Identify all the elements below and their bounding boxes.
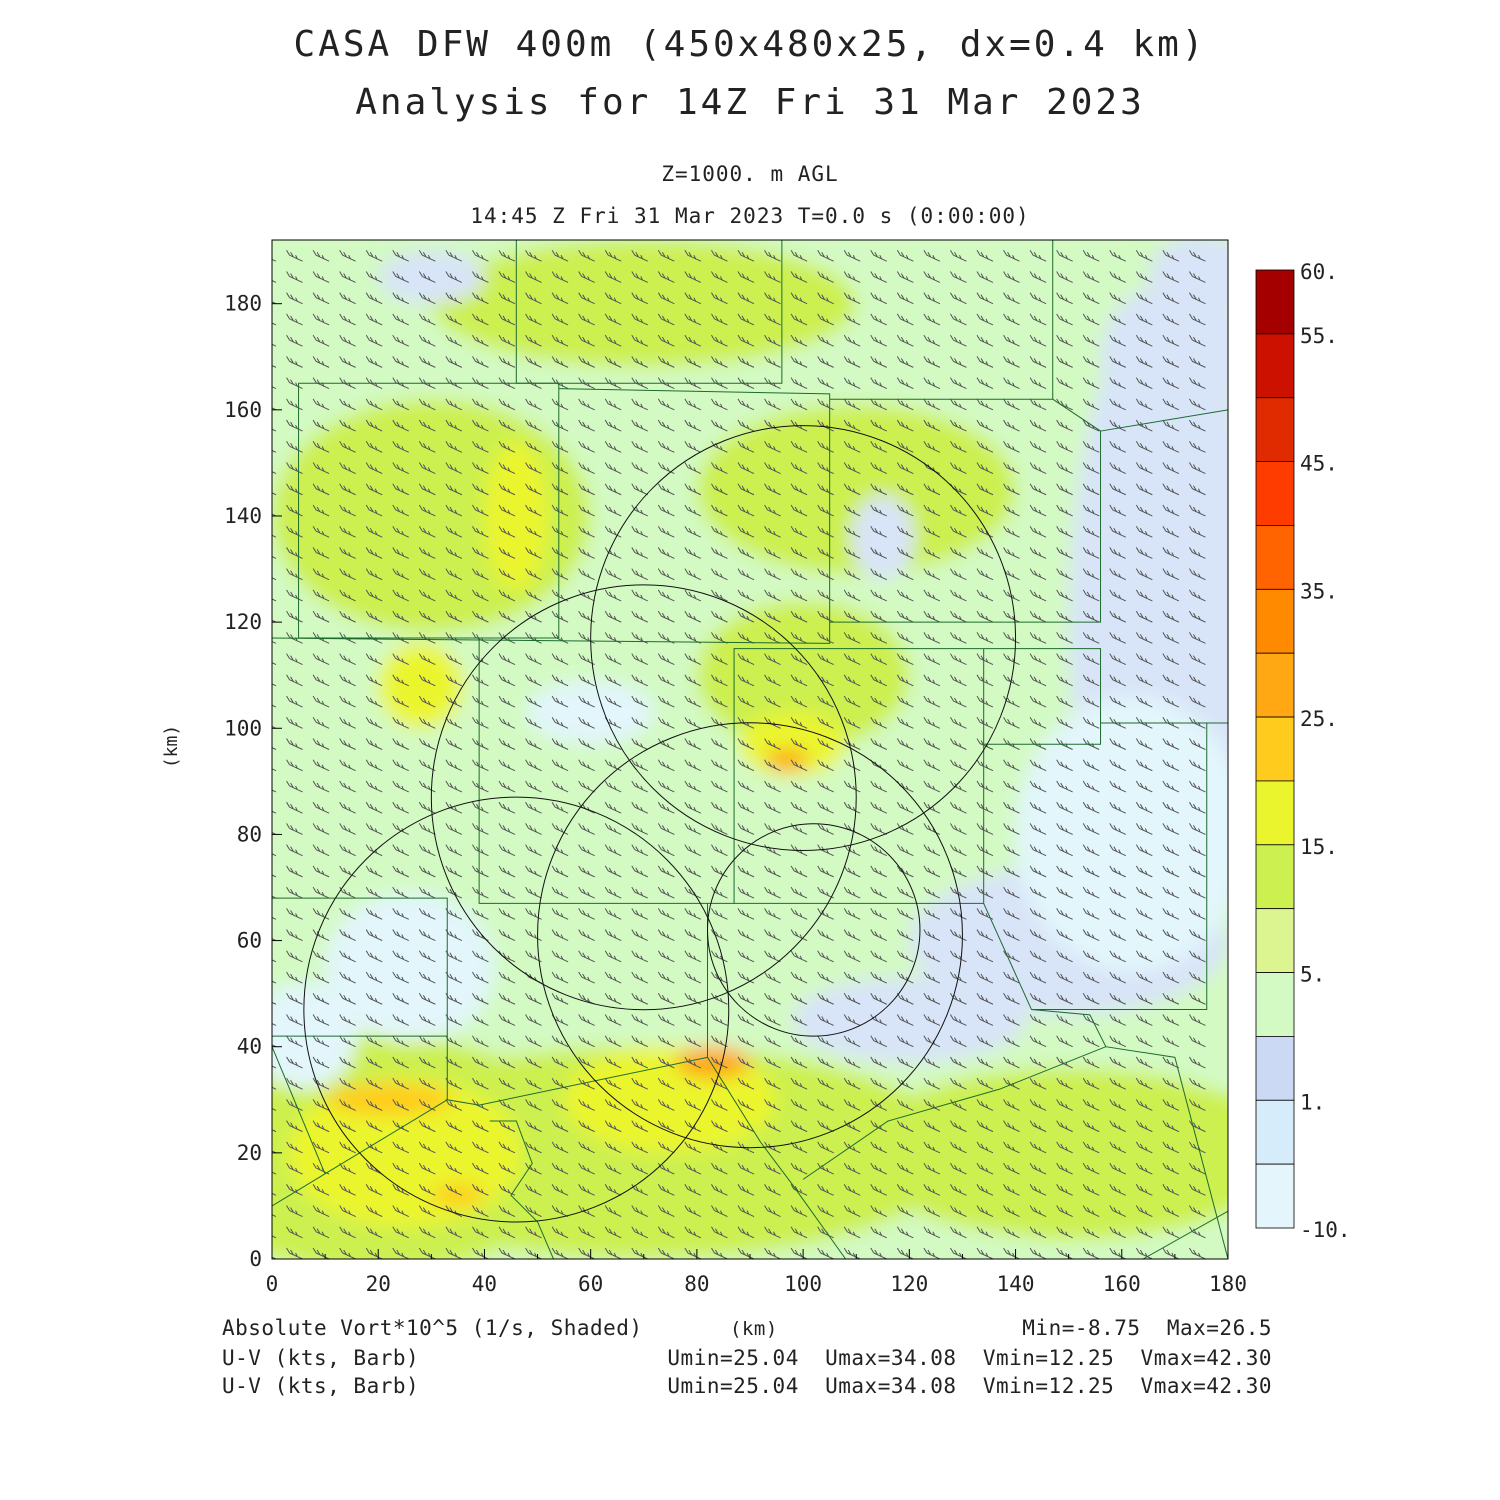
y-tick-label: 0 xyxy=(249,1247,262,1271)
colorbar-swatch xyxy=(1255,908,1295,973)
county-line xyxy=(1142,1210,1228,1259)
county-line xyxy=(983,722,1102,745)
x-tick-label: 160 xyxy=(1103,1272,1141,1296)
x-tick-label: 60 xyxy=(578,1272,603,1296)
x-tick-label: 80 xyxy=(684,1272,709,1296)
county-line xyxy=(1100,409,1228,432)
vorticity-region xyxy=(431,240,857,368)
y-tick-label: 120 xyxy=(224,610,262,634)
vorticity-region xyxy=(484,441,549,591)
radar-ring xyxy=(430,584,857,1011)
vorticity-region xyxy=(739,712,846,777)
county-line xyxy=(516,240,783,384)
y-tick-label: 20 xyxy=(237,1141,262,1165)
min-max-label: Min=-8.75 Max=26.5 xyxy=(1022,1316,1272,1340)
vorticity-region xyxy=(1148,240,1228,320)
barb-label-2: U-V (kts, Barb) xyxy=(222,1374,420,1398)
county-line xyxy=(272,1046,326,1175)
vorticity-shading xyxy=(272,240,1228,1259)
barb-label-1: U-V (kts, Barb) xyxy=(222,1346,420,1370)
vorticity-region xyxy=(675,1046,750,1079)
x-tick-label: 140 xyxy=(997,1272,1035,1296)
field-label: Absolute Vort*10^5 (1/s, Shaded) xyxy=(222,1316,643,1340)
vorticity-region xyxy=(696,404,1016,575)
colorbar-swatch xyxy=(1255,525,1295,590)
county-line xyxy=(272,388,831,644)
x-tick-label: 180 xyxy=(1209,1272,1247,1296)
county-line xyxy=(272,897,480,1106)
y-axis-unit: (km) xyxy=(161,724,183,769)
colorbar-label: -10. xyxy=(1300,1218,1351,1242)
colorbar-label: 55. xyxy=(1300,324,1338,348)
colorbar-label: 25. xyxy=(1300,707,1338,731)
x-axis-unit: (km) xyxy=(730,1318,778,1340)
colorbar-swatch xyxy=(1255,1099,1295,1165)
colorbar: 60. 55. 45. 35. 25. 15. 5. 1. -10. xyxy=(1255,260,1351,1242)
y-tick-label: 180 xyxy=(224,292,262,316)
valid-time-label: 14:45 Z Fri 31 Mar 2023 T=0.0 s (0:00:00… xyxy=(470,204,1030,228)
x-tick-label: 100 xyxy=(784,1272,822,1296)
wind-barb-field xyxy=(272,240,1206,1259)
y-tick-label: 60 xyxy=(237,929,262,953)
colorbar-swatch xyxy=(1255,716,1295,782)
vorticity-region xyxy=(378,643,464,729)
colorbar-swatch xyxy=(1255,461,1295,526)
x-tick-label: 20 xyxy=(366,1272,391,1296)
x-tick-label: 0 xyxy=(266,1272,279,1296)
county-line xyxy=(489,1120,554,1259)
colorbar-swatch xyxy=(1255,588,1295,654)
radar-ring xyxy=(303,796,730,1223)
colorbar-label: 35. xyxy=(1300,579,1338,603)
county-borders xyxy=(272,240,1228,1259)
colorbar-swatch xyxy=(1255,397,1295,463)
vorticity-region xyxy=(850,494,915,580)
colorbar-label: 1. xyxy=(1300,1090,1325,1114)
radar-range-rings xyxy=(303,425,1017,1223)
colorbar-swatch xyxy=(1255,1163,1295,1229)
vorticity-region xyxy=(1015,696,1228,973)
colorbar-label: 5. xyxy=(1300,963,1325,987)
y-tick-label: 40 xyxy=(237,1035,262,1059)
colorbar-swatch xyxy=(1255,972,1295,1037)
county-line xyxy=(707,1057,847,1259)
y-tick-label: 140 xyxy=(224,504,262,528)
x-tick-label: 120 xyxy=(890,1272,928,1296)
colorbar-label: 60. xyxy=(1300,260,1338,284)
radar-ring xyxy=(590,425,1017,851)
county-line xyxy=(983,903,1228,1259)
colorbar-swatch xyxy=(1255,1036,1295,1101)
radar-ring xyxy=(537,722,963,1149)
colorbar-swatch xyxy=(1255,844,1295,910)
axis-ticks: 0 20 40 60 80 100 120 140 160 180 0 20 40 60 80 100 120 1… xyxy=(224,292,1247,1296)
y-tick-label: 160 xyxy=(224,398,262,422)
vorticity-region xyxy=(526,680,655,745)
title-line-2: Analysis for 14Z Fri 31 Mar 2023 xyxy=(355,82,1145,123)
vorticity-region xyxy=(378,250,485,304)
colorbar-swatch xyxy=(1255,780,1295,846)
colorbar-swatch xyxy=(1255,333,1295,399)
barb-stats-2: Umin=25.04 Umax=34.08 Vmin=12.25 Vmax=42… xyxy=(667,1374,1272,1398)
title-line-1: CASA DFW 400m (450x480x25, dx=0.4 km) xyxy=(293,24,1207,65)
vorticity-region xyxy=(856,1067,1228,1238)
colorbar-label: 15. xyxy=(1300,835,1338,859)
county-line xyxy=(802,1046,1107,1180)
colorbar-label: 45. xyxy=(1300,452,1338,476)
vorticity-region xyxy=(431,1184,485,1206)
colorbar-swatch xyxy=(1255,269,1295,335)
county-line xyxy=(829,398,1102,623)
vorticity-region xyxy=(325,892,496,1042)
y-tick-label: 100 xyxy=(224,716,262,740)
level-label: Z=1000. m AGL xyxy=(661,162,839,186)
vorticity-region xyxy=(325,1083,453,1116)
colorbar-swatch xyxy=(1255,652,1295,718)
wind-barbs xyxy=(272,240,1206,1259)
x-tick-label: 40 xyxy=(472,1272,497,1296)
radar-ring xyxy=(707,823,921,1037)
y-tick-label: 80 xyxy=(237,822,262,846)
vorticity-region xyxy=(696,600,910,750)
barb-stats-1: Umin=25.04 Umax=34.08 Vmin=12.25 Vmax=42… xyxy=(667,1346,1272,1370)
county-line xyxy=(1031,722,1208,1011)
